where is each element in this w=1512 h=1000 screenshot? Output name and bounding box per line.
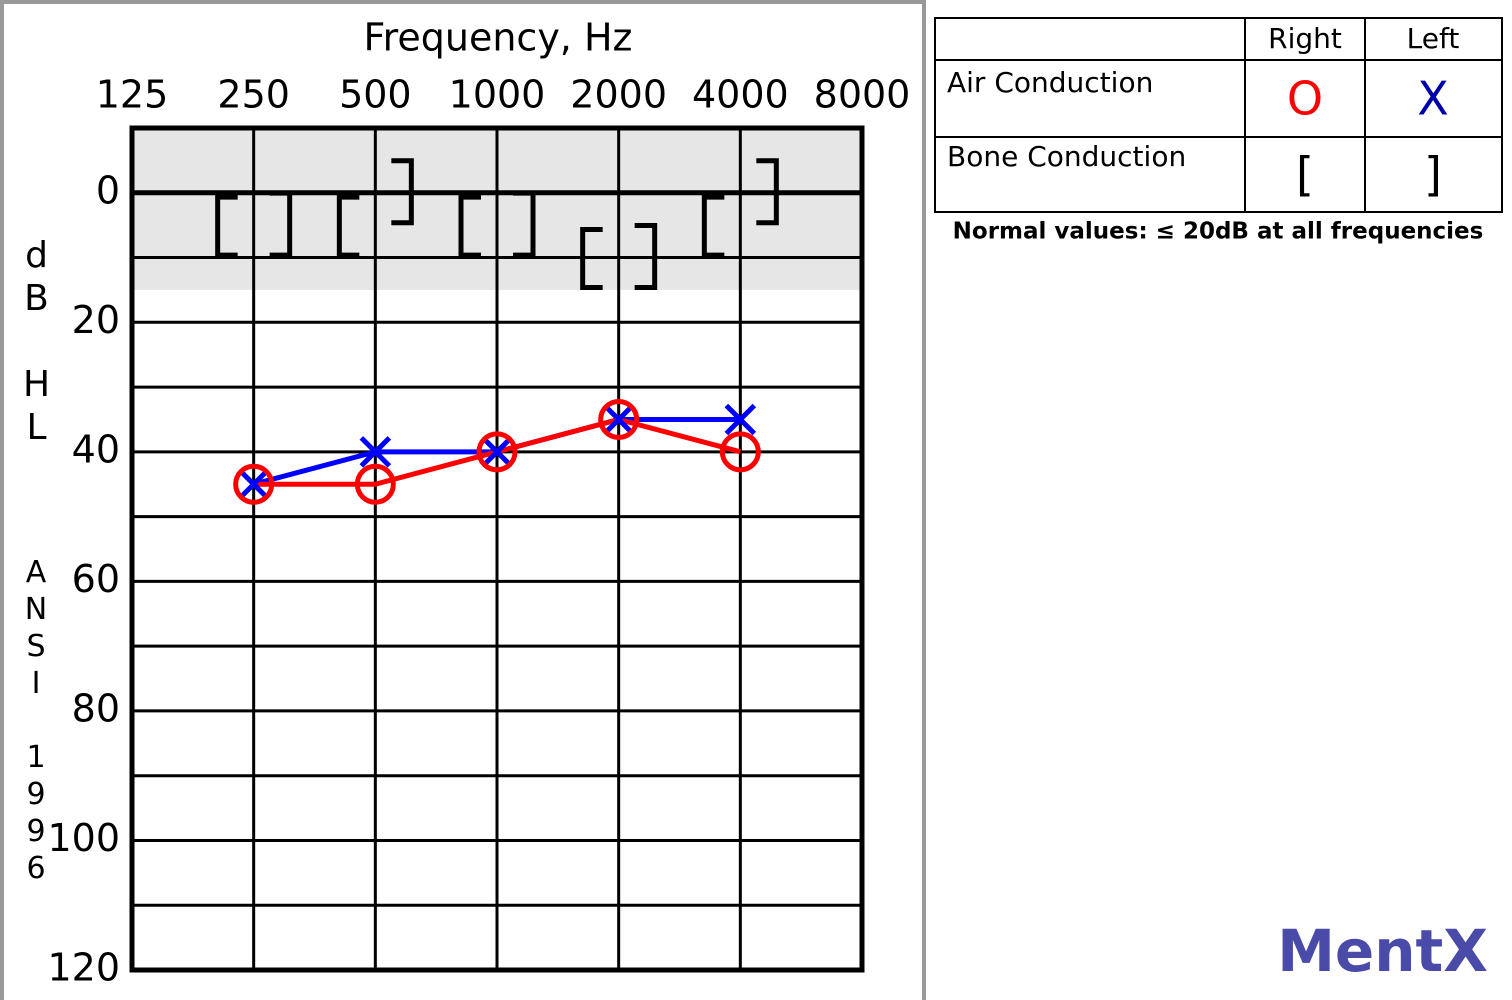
marker-x (724, 403, 757, 436)
y-tick-label: 20 (72, 298, 120, 342)
y-tick-label: 80 (72, 686, 120, 730)
y-axis-note: ANSI 1996 (19, 555, 54, 888)
y-tick-label: 100 (47, 816, 120, 860)
legend-symbol: X (1417, 72, 1449, 126)
legend-symbol: O (1287, 72, 1323, 126)
marker-bracket (513, 190, 536, 258)
marker-o (354, 463, 396, 505)
y-tick-label: 60 (72, 557, 120, 601)
legend-border (934, 17, 1503, 213)
marker-x (359, 436, 392, 468)
legend-column: Right (1268, 22, 1342, 55)
marker-bracket (756, 158, 779, 226)
x-tick-label: 8000 (814, 73, 911, 117)
marker-bracket (391, 158, 414, 226)
marker-o (476, 431, 518, 473)
marker-x (602, 403, 635, 436)
legend-note: Normal values: ≤ 20dB at all frequencies (953, 219, 1484, 245)
marker-o (719, 431, 761, 473)
marker-o (233, 463, 275, 505)
plot-border (129, 125, 865, 973)
plot-area: 0 20 40 60 80 100 120 125 250 500 1000 2000 4000 8000 (47, 73, 910, 990)
marker-bracket (580, 227, 603, 291)
marker-bracket (634, 223, 658, 291)
marker-x (237, 468, 270, 500)
x-tick-label: 500 (339, 73, 412, 117)
x-tick-label: 1000 (449, 73, 546, 117)
marker-bracket (701, 194, 725, 258)
x-tick-label: 125 (96, 73, 169, 117)
chart-title: Frequency, Hz (364, 16, 633, 60)
y-tick-label: 120 (47, 946, 120, 990)
marker-bracket (336, 194, 360, 258)
legend-symbol: ] (1424, 148, 1442, 202)
marker-bracket (215, 194, 238, 258)
legend: Right Left Air Conduction Bone Conductio… (934, 17, 1503, 245)
marker-bracket (269, 190, 293, 258)
legend-column: Left (1407, 22, 1460, 55)
x-tick-label: 250 (217, 73, 290, 117)
legend-symbol: [ (1296, 148, 1314, 202)
x-tick-label: 4000 (692, 73, 789, 117)
frame (0, 0, 926, 1000)
x-tick-label: 2000 (570, 73, 667, 117)
marker-bracket (458, 194, 481, 258)
marker-o (598, 398, 640, 440)
y-axis-label: dB HL (16, 235, 57, 450)
legend-row: Air Conduction (947, 66, 1153, 99)
y-tick-label: 0 (96, 168, 120, 212)
marker-x (481, 436, 513, 468)
brand-logo: MentX (1277, 917, 1488, 985)
legend-row: Bone Conduction (947, 140, 1186, 173)
y-tick-label: 40 (72, 427, 120, 471)
